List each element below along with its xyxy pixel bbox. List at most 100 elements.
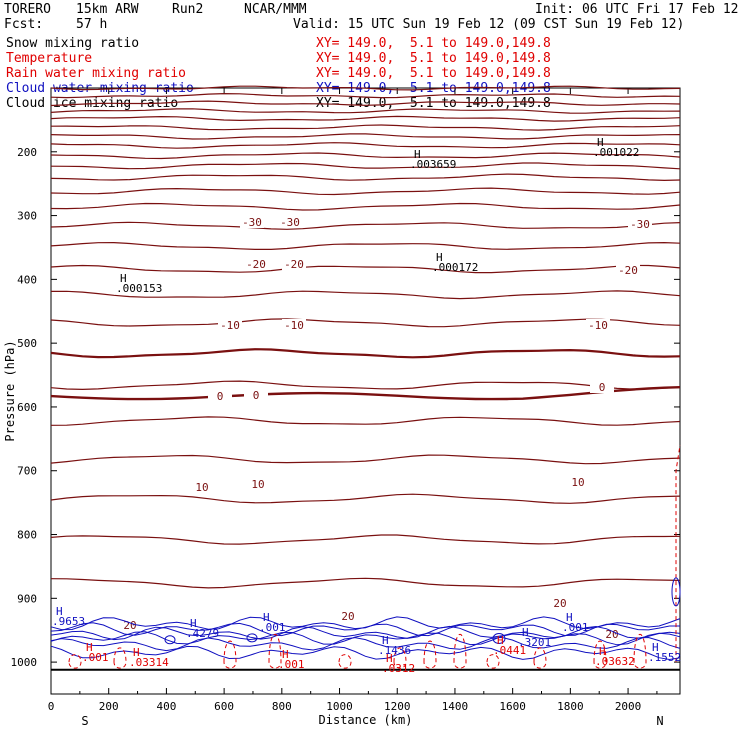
temperature-contour [50, 187, 681, 196]
cloud-water-contour [50, 631, 681, 646]
extremum-marker: H [190, 617, 197, 630]
temperature-contour-label: -20 [284, 258, 304, 271]
cloud-water-contour [50, 625, 681, 641]
legend-xy-rain: XY= 149.0, 5.1 to 149.0,149.8 [316, 66, 551, 81]
rain-water-contour [486, 654, 500, 669]
contour-label-bg [566, 476, 590, 488]
contour-label-bg [590, 381, 614, 393]
extremum-marker: H [497, 634, 504, 647]
temperature-contour-label: 10 [571, 476, 584, 489]
contour-label-bg [282, 258, 306, 270]
temperature-contour-label: -20 [618, 264, 638, 277]
temperature-contour [50, 264, 681, 274]
extremum-value: .9653 [52, 615, 85, 628]
extremum-marker: H [382, 634, 389, 647]
extremum-value: .003659 [410, 158, 456, 171]
extremum-value: .001 [259, 621, 286, 634]
rain-water-contour [423, 640, 437, 669]
model-run: Run2 [172, 2, 204, 17]
temperature-contour [50, 290, 681, 300]
contour-label-bg [118, 619, 142, 631]
model-name: TORERO [4, 2, 51, 17]
cloud-water-contour [50, 622, 680, 637]
contour-label-bg [244, 258, 268, 270]
extremum-value: .03632 [595, 655, 635, 668]
temperature-contour-label: -30 [630, 218, 650, 231]
extremum-marker: H [386, 652, 393, 665]
x-tick-label: 1800 [557, 700, 584, 713]
temperature-contour [50, 454, 681, 465]
y-tick-label: 400 [17, 273, 37, 286]
extremum-value: .3201 [518, 636, 551, 649]
temperature-contour [50, 380, 681, 391]
cloud-water-contour [50, 645, 681, 661]
extremum-value: .001 [562, 621, 589, 634]
temperature-contour-label: -10 [220, 319, 240, 332]
legend-field-rain: Rain water mixing ratio [6, 66, 187, 81]
contour-label-bg [218, 319, 242, 331]
y-tick-label: 300 [17, 210, 37, 223]
cloud-water-contour [50, 616, 681, 631]
extremum-marker: H [522, 626, 529, 639]
temperature-contour [50, 124, 681, 131]
temperature-contour [50, 92, 681, 99]
forecast-label: Fcst: [4, 17, 44, 32]
rain-water-contour [593, 640, 607, 669]
rain-water-contour [633, 633, 647, 669]
x-tick-label: 600 [214, 700, 234, 713]
x-tick-label: 400 [156, 700, 176, 713]
x-tick-label: 200 [99, 700, 119, 713]
extremum-value: .0312 [382, 662, 415, 675]
extremum-value: .4279 [186, 627, 219, 640]
temperature-contour [50, 493, 681, 504]
extremum-value: .1436 [378, 644, 411, 657]
extremum-value: .000153 [116, 282, 162, 295]
contour-label-bg [628, 218, 652, 230]
contour-label-bg [548, 597, 572, 609]
freezing-level-contour [50, 386, 681, 401]
init-time: Init: 06 UTC Fri 17 Feb 12 [535, 2, 739, 17]
cloud-water-contour [246, 633, 258, 643]
temperature-contour [50, 115, 681, 122]
temperature-contour-label: 10 [251, 478, 264, 491]
temperature-contour [50, 318, 681, 328]
temperature-contour-label: 20 [553, 597, 566, 610]
y-tick-label: 500 [17, 337, 37, 350]
temperature-contour-label: 10 [195, 481, 208, 494]
extremum-marker: H [56, 605, 63, 618]
extremum-marker: H [414, 148, 421, 161]
contour-label-bg [282, 319, 306, 331]
temperature-contour-label: -30 [280, 216, 300, 229]
rain-water-contour [113, 647, 127, 669]
temperature-contour [50, 152, 681, 160]
extremum-marker: H [566, 611, 573, 624]
temperature-contour [50, 416, 681, 426]
y-tick-label: 1000 [11, 656, 38, 669]
contour-label-bg [586, 319, 610, 331]
legend-field-snow: Snow mixing ratio [6, 36, 140, 51]
temperature-contour [50, 173, 681, 182]
contour-label-bg [244, 389, 268, 401]
contour-label-bg [240, 216, 264, 228]
extremum-value: .0441 [493, 644, 526, 657]
temperature-contour-label: -10 [588, 319, 608, 332]
legend-field-temperature: Temperature [6, 51, 93, 66]
y-tick-label: 600 [17, 401, 37, 414]
temperature-contour-label: 0 [217, 390, 224, 403]
cloud-water-contour [671, 577, 681, 607]
extremum-value: .001022 [593, 146, 639, 159]
rain-water-contour [338, 654, 352, 669]
extremum-marker: H [599, 645, 606, 658]
rain-water-contour [223, 640, 237, 669]
extremum-value: .03314 [129, 656, 169, 669]
temperature-contour-label: -10 [284, 319, 304, 332]
model-org: NCAR/MMM [244, 2, 307, 17]
forecast-hour: 57 h [76, 17, 108, 32]
contour-label-bg [246, 478, 270, 490]
extremum-marker: H [282, 648, 289, 661]
temperature-contour-label: 0 [599, 381, 606, 394]
x-tick-label: 1200 [384, 700, 411, 713]
cloud-water-contour [50, 636, 681, 652]
x-tick-label: 800 [272, 700, 292, 713]
